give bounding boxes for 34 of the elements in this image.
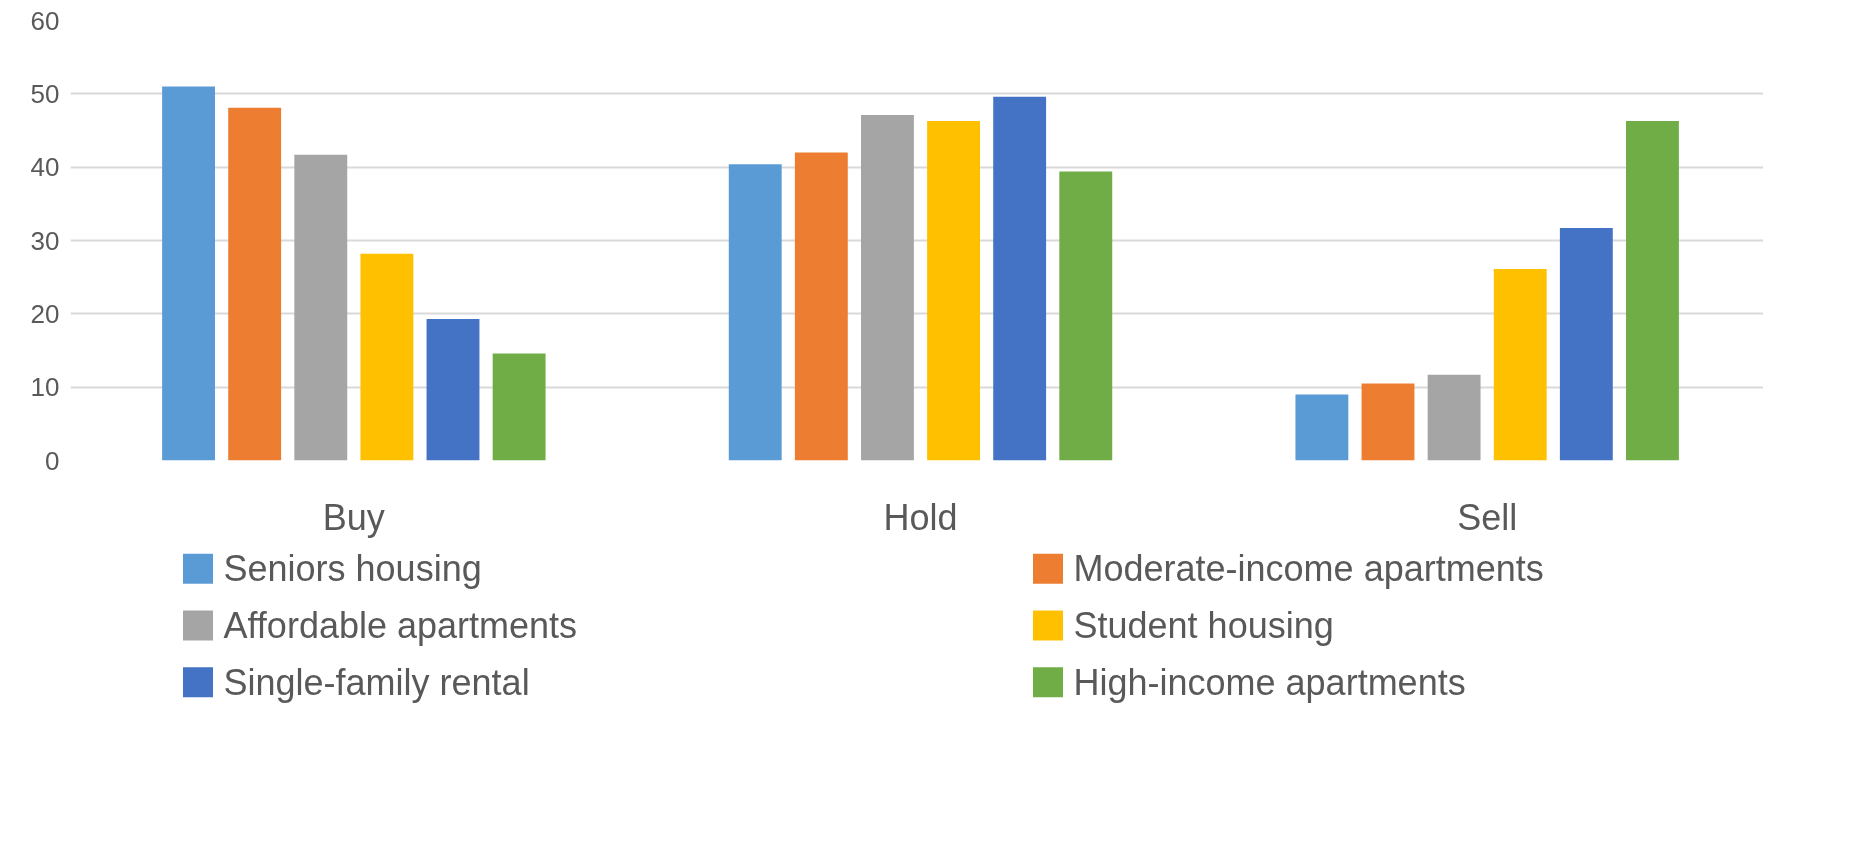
bar	[1059, 171, 1113, 461]
bar	[360, 253, 414, 461]
bar	[1626, 120, 1679, 461]
bar	[492, 353, 546, 461]
y-tick-label: 30	[30, 225, 60, 256]
bar	[426, 318, 480, 461]
legend-label: Student housing	[1073, 605, 1334, 646]
bar	[228, 107, 282, 461]
bar	[794, 152, 848, 461]
bar	[1493, 269, 1547, 461]
y-tick-label: 10	[30, 372, 60, 403]
legend-label: Affordable apartments	[223, 605, 578, 646]
bar	[1559, 228, 1613, 461]
bar	[728, 164, 782, 461]
y-tick-label: 50	[30, 78, 60, 109]
bar	[1427, 374, 1481, 461]
y-tick-label: 20	[30, 298, 60, 329]
x-tick-label: Buy	[322, 496, 385, 538]
legend-label: Moderate-income apartments	[1073, 548, 1544, 590]
y-tick-label: 0	[45, 445, 60, 476]
bar	[993, 96, 1047, 461]
bar	[294, 154, 348, 461]
legend-label: High-income apartments	[1073, 661, 1466, 703]
bar	[162, 86, 215, 461]
legend-label: Seniors housing	[223, 548, 482, 590]
bar	[861, 115, 914, 461]
bar	[1361, 383, 1415, 461]
x-tick-label: Sell	[1457, 496, 1518, 538]
x-tick-label: Hold	[883, 496, 958, 538]
y-tick-label: 40	[30, 152, 60, 183]
legend-label: Single-family rental	[223, 661, 530, 703]
bar	[1295, 394, 1349, 461]
bar	[927, 120, 980, 461]
y-tick-label: 60	[30, 5, 60, 36]
